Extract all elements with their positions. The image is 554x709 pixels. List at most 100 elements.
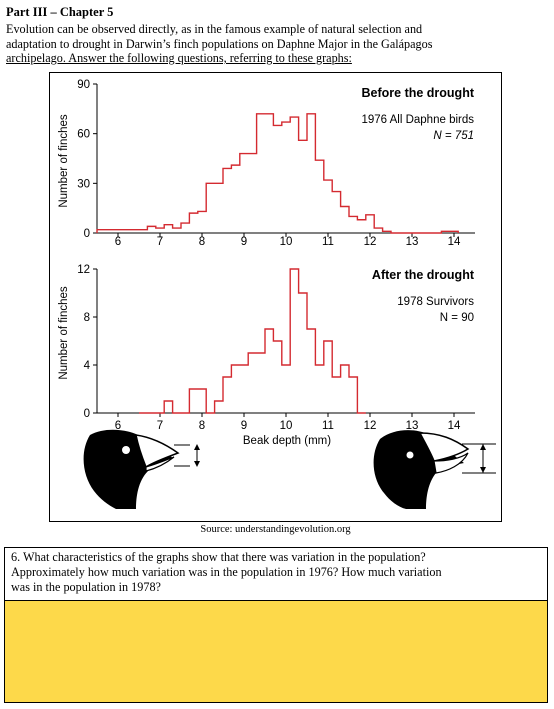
small-beak-finch-icon [83,429,200,509]
chart1-n-label: N = 751 [433,130,474,142]
question-box: 6. What characteristics of the graphs sh… [4,547,548,703]
chart1-bar [189,213,197,233]
chart1-bar [198,211,206,233]
chart1-y-tick-label: 90 [77,79,90,91]
chart1-bar [374,228,382,233]
chart2-x-tick-label: 9 [241,420,247,432]
chart2-bar [198,389,206,413]
chart1-bar [315,160,323,233]
chart1-y-tick-label: 60 [77,129,90,141]
intro-line: Evolution can be observed directly, as i… [6,22,423,36]
question-line: Approximately how much variation was in … [11,565,442,579]
chart1-bar [257,114,265,233]
chart1-bar [240,154,248,233]
chart2-xlabel: Beak depth (mm) [243,435,331,447]
chart1-x-tick-label: 13 [406,236,419,248]
chart2-bar [231,365,239,413]
chart1-bar [332,192,340,233]
chart1-x-tick-label: 10 [280,236,293,248]
chart1-bar [299,140,307,233]
chart2-bar [273,341,281,413]
chart1-x-tick-label: 14 [448,236,461,248]
intro-line: archipelago. Answer the following questi… [6,51,352,65]
chart1-ylabel: Number of finches [58,114,70,208]
chart1-bar [273,125,281,233]
chart2-subtitle: 1978 Survivors [397,296,474,308]
chart2-bar [257,353,265,413]
chart2-bar [240,365,248,413]
chart1-bar [147,226,155,233]
chart2-bar [315,365,323,413]
chart1-bar [223,168,231,233]
chart2-ylabel: Number of finches [58,286,70,380]
chart1-x-tick-label: 7 [157,236,163,248]
chart2-y-tick-label: 0 [84,408,90,420]
chart1-x-tick-label: 12 [364,236,377,248]
chart2-bar [332,377,340,413]
chart2-bar [341,365,349,413]
chart1-bar [156,228,164,233]
chart1-bar [181,223,189,233]
chart1-bar [206,183,214,233]
chart2-title: After the drought [372,268,475,282]
chart2-y-tick-label: 8 [84,312,90,324]
chart1-bar [341,207,349,233]
chart2-bar [189,389,197,413]
source-caption: Source: understandingevolution.org [200,524,351,535]
chart1-x-tick-label: 9 [241,236,247,248]
question-text: 6. What characteristics of the graphs sh… [5,548,547,598]
chart2-x-tick-label: 13 [406,420,419,432]
chart1-x-tick-label: 8 [199,236,205,248]
chart2-y-tick-label: 4 [84,360,91,372]
chart1-bar [349,216,357,233]
chart1-title: Before the drought [362,86,475,100]
chart1-bar [231,165,239,233]
question-line: 6. What characteristics of the graphs sh… [11,550,426,564]
chart1-y-tick-label: 0 [84,228,90,240]
chart1-x-tick-label: 11 [322,236,334,248]
chart2-y-tick-label: 12 [77,264,90,276]
chart1-bar [173,228,181,233]
chart2-x-tick-label: 14 [448,420,461,432]
chart2-x-tick-label: 12 [364,420,377,432]
chart2-bar [324,341,332,413]
chart1-bar [282,122,290,233]
chart1-bar [290,117,298,233]
chart1-bar [164,225,172,233]
chart1-bar [215,183,223,233]
chart1-bar [265,114,273,233]
chart2-x-tick-label: 8 [199,420,205,432]
chart1-bar [307,114,315,233]
chart2-bar [215,401,223,413]
large-beak-finch-icon [373,430,496,509]
chart2-bar [307,329,315,413]
chart2-bar [248,353,256,413]
chart2-x-tick-label: 6 [115,420,121,432]
intro-paragraph: Evolution can be observed directly, as i… [6,22,546,66]
chart2-histogram-series [139,268,366,414]
chart2-bar [290,269,298,413]
chart2-bar [299,293,307,413]
chart2-bar [282,365,290,413]
chart1-y-tick-label: 30 [77,178,90,190]
question-line: was in the population in 1978? [11,580,161,594]
chart2-bar [349,377,357,413]
intro-line: adaptation to drought in Darwin’s finch … [6,36,433,51]
finch-figure: Before the drought 1976 All Daphne birds… [49,72,502,535]
chart1-bar [357,220,365,233]
finch-histograms: Before the drought 1976 All Daphne birds… [58,79,496,509]
chart2-bar [265,329,273,413]
chart1-histogram-series [96,113,459,234]
chart1-bar [366,215,374,233]
chart2-n-label: N = 90 [440,312,474,324]
chart1-subtitle: 1976 All Daphne birds [361,114,474,126]
page-heading: Part III – Chapter 5 [6,5,114,19]
chart2-x-tick-label: 10 [280,420,293,432]
chart1-bar [248,154,256,233]
answer-area[interactable] [5,600,547,702]
chart2-bar [223,377,231,413]
chart1-bar [324,180,332,233]
chart2-x-tick-label: 11 [322,420,334,432]
chart2-bar [164,401,172,413]
chart2-x-tick-label: 7 [157,420,163,432]
